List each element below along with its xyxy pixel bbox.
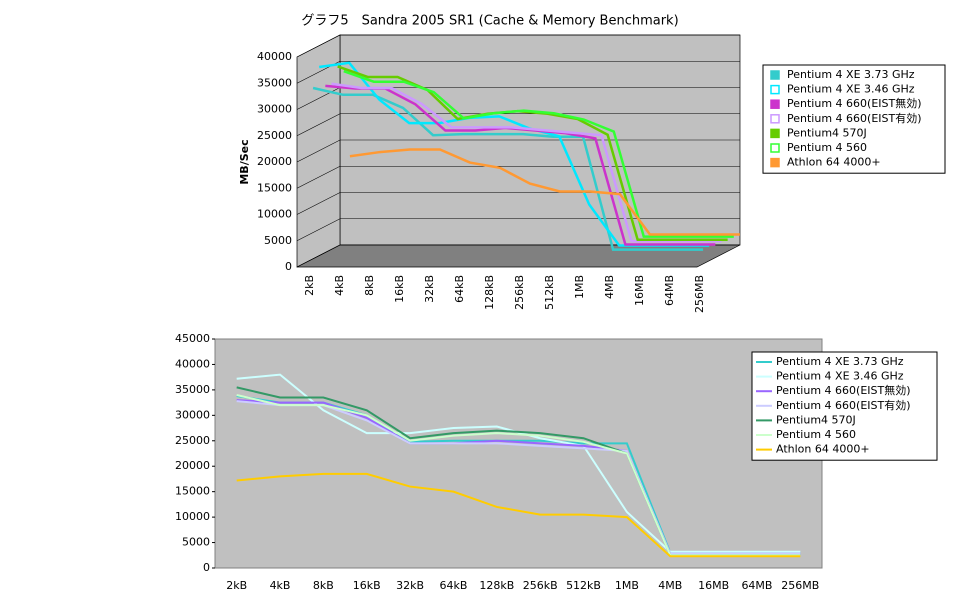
x-tick-label: 64MB — [741, 579, 772, 592]
x-tick-label: 16MB — [698, 579, 729, 592]
floor — [296, 244, 741, 268]
x-tick-label: 4MB — [603, 275, 616, 299]
x-tick-label: 128kB — [479, 579, 514, 592]
x-tick-label: 256MB — [693, 275, 706, 313]
y-tick-label: 40000 — [175, 357, 210, 370]
x-tick-label: 4MB — [658, 579, 682, 592]
y-tick-label: 10000 — [257, 208, 292, 221]
grid-line — [296, 113, 740, 137]
x-tick-label: 4kB — [333, 275, 346, 296]
y-tick-label: 5000 — [182, 536, 210, 549]
x-tick-label: 2kB — [303, 275, 316, 296]
x-tick-label: 64kB — [453, 275, 466, 303]
x-tick-label: 1MB — [615, 579, 639, 592]
y-tick-label: 20000 — [175, 459, 210, 472]
legend-label: Pentium 4 XE 3.46 GHz — [787, 83, 915, 96]
y-tick-label: 20000 — [257, 155, 292, 168]
series-line — [343, 70, 734, 238]
plot-area — [214, 338, 823, 569]
y-tick-label: 35000 — [257, 76, 292, 89]
legend-label: Pentium 4 XE 3.73 GHz — [787, 68, 915, 81]
y-tick-label: 25000 — [175, 434, 210, 447]
legend-label: Pentium 4 660(EIST有効) — [787, 111, 922, 125]
legend-swatch — [770, 157, 780, 168]
legend-label: Pentium4 570J — [776, 413, 856, 426]
legend-swatch — [770, 128, 780, 139]
y-tick-label: 30000 — [175, 408, 210, 421]
grid-line — [296, 60, 740, 84]
series-line — [331, 82, 722, 243]
y-tick-label: 25000 — [257, 129, 292, 142]
legend-label: Pentium 4 660(EIST有効) — [776, 398, 911, 412]
legend-swatch — [770, 84, 780, 95]
series-line — [349, 148, 740, 236]
grid-line — [296, 244, 740, 268]
x-tick-label: 16kB — [393, 275, 406, 303]
y-tick-label: 0 — [203, 561, 210, 574]
x-tick-label: 256kB — [523, 579, 558, 592]
x-tick-label: 8kB — [363, 275, 376, 296]
legend-label: Pentium 4 560 — [787, 141, 867, 154]
legend-label: Pentium 4 XE 3.73 GHz — [776, 355, 904, 368]
y-tick-label: 35000 — [175, 383, 210, 396]
grid-line — [296, 34, 740, 58]
legend-label: Athlon 64 4000+ — [787, 156, 881, 169]
y-tick-label: 15000 — [257, 181, 292, 194]
y-tick-label: 0 — [285, 260, 292, 273]
legend-label: Pentium 4 660(EIST無効) — [787, 96, 922, 110]
page-title: グラフ5 Sandra 2005 SR1 (Cache & Memory Ben… — [301, 14, 678, 29]
legend-label: Pentium 4 660(EIST無効) — [776, 383, 911, 397]
y-tick-label: 45000 — [175, 332, 210, 345]
x-tick-label: 256MB — [781, 579, 819, 592]
x-tick-label: 512kB — [543, 275, 556, 310]
legend-swatch — [770, 99, 780, 109]
x-tick-label: 16MB — [633, 275, 646, 306]
y-axis-label: MB/Sec — [238, 139, 251, 184]
grid-line — [296, 218, 740, 242]
series-line — [236, 394, 801, 557]
legend-label: Athlon 64 4000+ — [776, 443, 870, 456]
x-tick-label: 1MB — [573, 275, 586, 299]
x-tick-label: 512kB — [566, 579, 601, 592]
x-tick-label: 32kB — [423, 275, 436, 303]
x-tick-label: 64MB — [663, 275, 676, 306]
legend-swatch — [770, 114, 780, 124]
x-tick-label: 8kB — [313, 579, 334, 592]
legend-box — [762, 64, 946, 174]
x-tick-label: 256kB — [513, 275, 526, 310]
x-tick-label: 64kB — [440, 579, 468, 592]
grid-line — [296, 165, 740, 189]
y-tick-label: 40000 — [257, 50, 292, 63]
grid-line — [296, 139, 740, 163]
legend-label: Pentium 4 XE 3.46 GHz — [776, 370, 904, 383]
x-tick-label: 2kB — [226, 579, 247, 592]
legend-label: Pentium 4 560 — [776, 428, 856, 441]
legend-swatch — [770, 143, 780, 153]
x-tick-label: 32kB — [396, 579, 424, 592]
y-tick-label: 15000 — [175, 485, 210, 498]
y-tick-label: 10000 — [175, 510, 210, 523]
series-line — [236, 472, 801, 558]
x-tick-label: 128kB — [483, 275, 496, 310]
x-tick-label: 16kB — [353, 579, 381, 592]
y-tick-label: 30000 — [257, 103, 292, 116]
y-tick-label: 5000 — [264, 234, 292, 247]
legend-label: Pentium4 570J — [787, 126, 867, 139]
legend-swatch — [770, 70, 780, 80]
x-tick-label: 4kB — [270, 579, 291, 592]
legend-box — [751, 351, 938, 461]
